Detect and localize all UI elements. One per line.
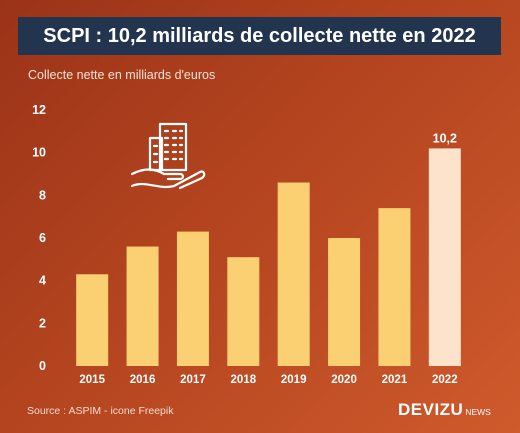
x-tick-label: 2019: [281, 374, 307, 386]
y-axis-unit-label: Collecte nette en milliards d'euros: [28, 68, 216, 82]
brand-name: DEVIZU: [398, 400, 464, 419]
x-tick-label: 2020: [331, 374, 357, 386]
building-in-hand-icon: [130, 122, 212, 195]
brand-logo: DEVIZU NEWS: [398, 400, 491, 420]
y-tick-label: 0: [39, 359, 46, 373]
x-tick-label: 2017: [180, 374, 206, 386]
bar-2021: [378, 208, 411, 366]
chart-title-box: SCPI : 10,2 milliards de collecte nette …: [18, 17, 501, 55]
y-tick-label: 2: [39, 316, 46, 330]
brand-suffix: NEWS: [465, 407, 491, 417]
data-label: 10,2: [433, 131, 457, 145]
y-tick-label: 6: [39, 231, 46, 245]
y-tick-label: 8: [39, 188, 46, 202]
chart-title: SCPI : 10,2 milliards de collecte nette …: [43, 24, 476, 47]
x-tick-label: 2016: [130, 374, 156, 386]
bar-2015: [76, 274, 109, 366]
bar-2018: [227, 257, 260, 366]
bar-2019: [277, 182, 310, 366]
bar-2022: [428, 148, 461, 366]
bar-2020: [328, 238, 361, 366]
bar-2017: [176, 231, 209, 366]
y-tick-label: 4: [39, 274, 46, 288]
y-tick-label: 10: [32, 146, 46, 160]
x-tick-label: 2022: [432, 374, 458, 386]
x-tick-label: 2021: [382, 374, 408, 386]
bar-2016: [126, 246, 159, 366]
x-tick-label: 2015: [79, 374, 105, 386]
x-tick-label: 2018: [231, 374, 257, 386]
y-tick-label: 12: [32, 103, 46, 117]
source-note: Source : ASPIM - icone Freepik: [27, 405, 174, 417]
